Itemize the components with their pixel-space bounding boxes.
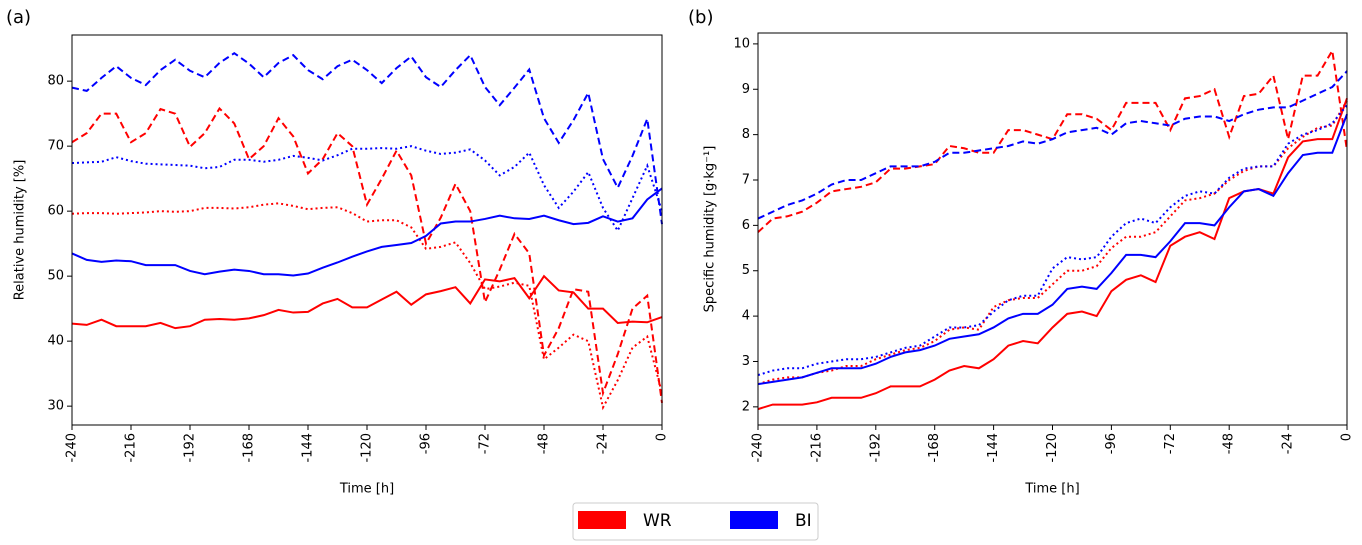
y-tick-label: 60 xyxy=(47,204,64,219)
x-tick-label: -96 xyxy=(1104,433,1119,454)
data-line xyxy=(757,104,1348,377)
x-tick-label: -144 xyxy=(986,433,1001,463)
x-tick-label: 0 xyxy=(1340,433,1355,441)
data-line xyxy=(757,113,1348,386)
y-tick-label: 10 xyxy=(733,36,750,51)
y-tick-label: 3 xyxy=(742,354,750,369)
x-tick-label: -192 xyxy=(183,433,198,463)
y-tick-label: 40 xyxy=(47,334,64,349)
x-axis-label: Time [h] xyxy=(1024,482,1079,497)
x-tick-label: -168 xyxy=(242,433,257,463)
x-tick-label: -48 xyxy=(537,433,552,454)
x-axis-label: Time [h] xyxy=(339,482,394,497)
y-tick-label: 6 xyxy=(742,218,750,233)
data-line xyxy=(71,51,663,225)
y-tick-label: 50 xyxy=(47,269,64,284)
legend-label: WR xyxy=(643,511,672,531)
x-tick-label: -96 xyxy=(419,433,434,454)
x-tick-label: -192 xyxy=(868,433,883,463)
legend: WR BI xyxy=(572,502,819,541)
y-tick-label: 70 xyxy=(47,139,64,154)
x-tick-label: -48 xyxy=(1222,433,1237,454)
y-tick-label: 30 xyxy=(47,399,64,414)
data-line xyxy=(757,70,1348,220)
y-tick-label: 8 xyxy=(742,127,750,142)
x-tick-label: -72 xyxy=(478,433,493,454)
y-axis-label: Relative humidity [%] xyxy=(13,160,28,301)
data-line xyxy=(71,106,663,404)
x-tick-label: -72 xyxy=(1163,433,1178,454)
data-line xyxy=(71,187,663,277)
x-tick-label: -168 xyxy=(927,433,942,463)
x-tick-label: -240 xyxy=(751,433,766,463)
data-line xyxy=(757,47,1348,233)
data-line xyxy=(757,100,1348,386)
legend-swatch xyxy=(730,511,778,529)
y-tick-label: 4 xyxy=(742,309,750,324)
x-tick-label: -120 xyxy=(1045,433,1060,463)
data-line xyxy=(71,145,663,233)
y-tick-label: 7 xyxy=(742,173,750,188)
y-tick-label: 9 xyxy=(742,82,750,97)
plot-frame xyxy=(71,34,663,426)
panel-label: (a) xyxy=(6,7,31,28)
x-tick-label: -216 xyxy=(809,433,824,463)
y-axis-label: Specific humidity [g·kg⁻¹] xyxy=(703,146,718,313)
data-line xyxy=(757,97,1348,411)
y-tick-label: 2 xyxy=(742,399,750,414)
legend-label: BI xyxy=(795,511,812,531)
panel-label: (b) xyxy=(688,7,713,28)
x-tick-label: -120 xyxy=(360,433,375,463)
data-line xyxy=(71,274,663,330)
x-tick-label: -144 xyxy=(301,433,316,463)
legend-swatch xyxy=(578,511,626,529)
x-tick-label: -216 xyxy=(124,433,139,463)
data-line xyxy=(71,202,663,411)
y-tick-label: 80 xyxy=(47,74,64,89)
y-tick-label: 5 xyxy=(742,263,750,278)
x-tick-label: -24 xyxy=(1281,433,1296,454)
x-tick-label: -24 xyxy=(596,433,611,454)
x-tick-label: 0 xyxy=(655,433,670,441)
x-tick-label: -240 xyxy=(65,433,80,463)
